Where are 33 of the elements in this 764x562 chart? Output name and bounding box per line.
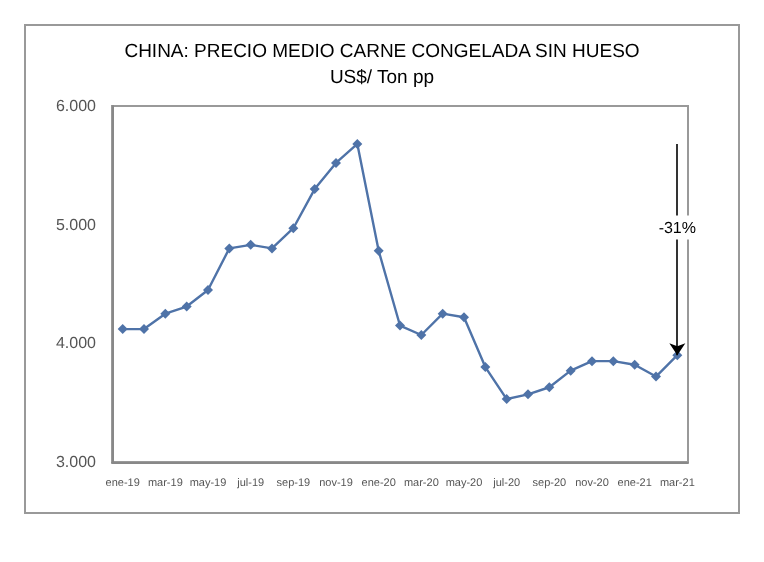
point [224,243,235,254]
point [309,184,320,195]
point [352,138,363,149]
y-tick-label: 5.000 [55,215,98,234]
point [480,362,491,373]
point [629,359,640,370]
point [587,356,597,367]
point [395,320,405,331]
point [459,312,469,323]
y-tick-label: 6.000 [55,97,98,115]
point [267,243,277,254]
point [245,239,256,250]
point [416,330,427,341]
point [565,365,576,376]
point [181,301,192,312]
point [523,389,533,400]
chart-title: CHINA: PRECIO MEDIO CARNE CONGELADA SIN HUESO [124,41,640,63]
annotation: -31% [658,218,697,237]
point [288,223,299,234]
y-tick-label: 4.000 [55,334,98,353]
y-tick-label: 3.000 [55,453,98,471]
point [373,245,384,256]
point [651,371,661,382]
point [437,308,448,319]
point [608,356,619,367]
chart-subtitle: US$/ Ton pp [329,67,435,89]
point [117,324,128,335]
point [203,284,213,295]
point [501,394,512,405]
point [139,324,149,335]
point [160,308,171,319]
point [544,382,555,393]
point [331,157,341,168]
